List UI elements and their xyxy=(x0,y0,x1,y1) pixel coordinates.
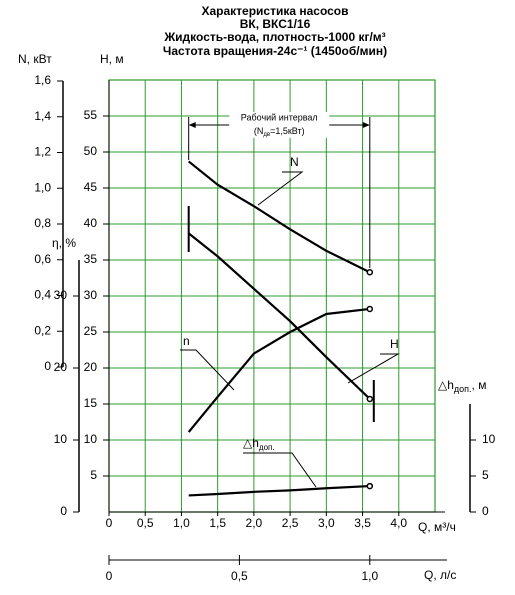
curve xyxy=(187,307,370,433)
n-tick-label: 1,2 xyxy=(34,145,51,159)
x-tick-label: 1,5 xyxy=(209,516,226,530)
h-axis-label: H, м xyxy=(100,52,124,66)
curve xyxy=(188,484,370,497)
end-point xyxy=(366,305,374,313)
end-point xyxy=(366,395,374,403)
title-line: ВК, ВКС1/16 xyxy=(240,17,311,31)
annotation-note-part: =1,5кВт) xyxy=(270,126,305,136)
h-tick-label: 55 xyxy=(84,108,98,122)
x-tick-label: 0 xyxy=(106,516,113,530)
eta-tick-label: 30 xyxy=(54,288,68,302)
end-point xyxy=(366,269,374,276)
end-point xyxy=(366,482,374,490)
annotation-note: (Nдв=1,5кВт) xyxy=(254,126,305,137)
eta-axis-label: η, % xyxy=(52,236,76,250)
h-tick-label: 40 xyxy=(84,216,98,230)
annotation-bg xyxy=(229,112,330,138)
h-tick-label: 30 xyxy=(84,288,98,302)
x-tick-label: 1,0 xyxy=(173,516,190,530)
x2-axis-label: Q, л/с xyxy=(424,568,456,582)
leader-line xyxy=(257,171,304,206)
x2-tick-label: 0 xyxy=(106,569,113,583)
n-tick-label: 1,6 xyxy=(34,73,51,87)
dh-axis-label-unit: , м xyxy=(472,378,487,392)
dh-axis-label: △hдоп., м xyxy=(438,378,486,394)
x-tick-label: 3,5 xyxy=(354,516,371,530)
title-line: Жидкость-вода, плотность-1000 кг/м³ xyxy=(163,30,385,44)
dh-axis-label-main: △h xyxy=(438,378,454,392)
x-tick-label: 0,5 xyxy=(137,516,154,530)
x-axis-label: Q, м³/ч xyxy=(418,520,456,534)
n-tick-label: 0,6 xyxy=(34,252,51,266)
dh-tick-label: 5 xyxy=(482,468,489,482)
x-tick-label: 4,0 xyxy=(390,516,407,530)
curve-label: N xyxy=(290,155,299,169)
leader-line xyxy=(243,452,317,488)
n-tick-label: 0,8 xyxy=(34,216,51,230)
curve xyxy=(188,160,371,274)
eta-tick-label: 0 xyxy=(60,504,67,518)
annotation-text: Рабочий интервал xyxy=(241,112,318,122)
curve-label-sub: доп. xyxy=(259,443,275,452)
annotation-note-part: (N xyxy=(254,126,264,136)
dh-tick-label: 10 xyxy=(482,432,496,446)
h-tick-label: 50 xyxy=(84,144,98,158)
curve-label: H xyxy=(390,337,399,351)
h-tick-label: 20 xyxy=(84,360,98,374)
curve-label: △hдоп. xyxy=(243,436,275,452)
h-tick-label: 25 xyxy=(84,324,98,338)
curve-label: n xyxy=(183,334,190,348)
h-tick-label: 45 xyxy=(84,180,98,194)
dh-tick-label: 0 xyxy=(482,504,489,518)
n-tick-label: 1,0 xyxy=(34,180,51,194)
x-tick-label: 2,0 xyxy=(246,516,263,530)
h-tick-label: 10 xyxy=(84,432,98,446)
leader-line xyxy=(180,349,235,391)
n-tick-label: 0,4 xyxy=(34,288,51,302)
n-tick-label: 0 xyxy=(44,359,51,373)
title-line: Характеристика насосов xyxy=(201,4,348,18)
title-line: Частота вращения-24с⁻¹ (1450об/мин) xyxy=(163,44,387,58)
h-tick-label: 35 xyxy=(84,252,98,266)
h-tick-label: 5 xyxy=(90,468,97,482)
leader-line xyxy=(347,353,400,384)
dh-axis-label-sub: доп. xyxy=(454,384,472,394)
n-tick-label: 0,2 xyxy=(34,323,51,337)
eta-tick-label: 10 xyxy=(54,432,68,446)
n-tick-label: 1,4 xyxy=(34,109,51,123)
curve xyxy=(188,232,371,400)
x2-tick-label: 0,5 xyxy=(231,569,248,583)
annotation-note-sub: дв xyxy=(263,132,270,138)
h-tick-label: 15 xyxy=(84,396,98,410)
n-axis-label: N, кВт xyxy=(18,52,52,66)
eta-tick-label: 20 xyxy=(54,360,68,374)
x-tick-label: 2,5 xyxy=(282,516,299,530)
x2-tick-label: 1,0 xyxy=(361,569,378,583)
x-tick-label: 3,0 xyxy=(318,516,335,530)
curve-label-main: △h xyxy=(243,436,259,450)
